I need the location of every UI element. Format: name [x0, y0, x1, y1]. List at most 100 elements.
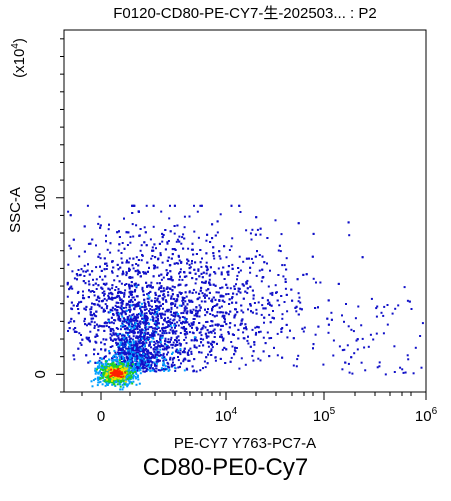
event-dot	[239, 323, 242, 326]
event-dot	[140, 339, 142, 342]
event-dot	[256, 325, 259, 328]
event-dot	[198, 351, 201, 354]
event-dot	[132, 327, 135, 329]
event-dot	[101, 376, 104, 379]
event-dot	[118, 375, 121, 378]
event-dot	[200, 286, 203, 289]
event-dot	[407, 358, 410, 361]
event-dot	[168, 331, 171, 334]
event-dot	[120, 252, 123, 254]
event-dot	[128, 355, 131, 358]
event-dot	[140, 310, 143, 313]
event-dot	[285, 323, 288, 326]
event-dot	[166, 361, 169, 364]
event-dot	[139, 347, 142, 350]
event-dot	[153, 363, 156, 366]
event-dot	[83, 317, 86, 320]
event-dot	[123, 369, 126, 372]
event-dot	[273, 346, 275, 349]
event-dot	[256, 228, 259, 231]
event-dot	[130, 358, 133, 361]
event-dot	[94, 335, 97, 338]
event-dot	[73, 320, 76, 323]
event-dot	[117, 343, 119, 345]
event-dot	[213, 271, 216, 273]
event-dot	[145, 350, 148, 353]
event-dot	[185, 342, 188, 345]
event-dot	[257, 357, 260, 360]
event-dot	[128, 295, 130, 298]
event-dot	[97, 372, 100, 374]
event-dot	[214, 284, 217, 287]
event-dot	[156, 321, 159, 324]
event-dot	[280, 233, 283, 236]
event-dot	[96, 323, 98, 326]
event-dot	[121, 261, 124, 264]
event-dot	[268, 313, 271, 316]
event-dot	[269, 269, 271, 272]
event-dot	[208, 281, 211, 284]
event-dot	[209, 283, 212, 286]
event-dot	[116, 359, 119, 361]
event-dot	[109, 366, 112, 369]
event-dot	[185, 319, 188, 322]
event-dot	[136, 342, 139, 345]
event-dot	[70, 301, 73, 304]
event-dot	[249, 303, 252, 306]
event-dot	[363, 346, 366, 349]
event-dot	[166, 367, 168, 370]
event-dot	[93, 327, 96, 329]
event-dot	[112, 313, 115, 316]
event-dot	[204, 326, 207, 329]
event-dot	[111, 284, 114, 287]
event-dot	[361, 337, 364, 340]
event-dot	[220, 333, 223, 336]
event-dot	[143, 336, 146, 339]
event-dot	[80, 300, 83, 303]
event-dot	[125, 274, 128, 277]
event-dot	[91, 238, 94, 241]
event-dot	[221, 299, 224, 302]
event-dot	[132, 339, 135, 342]
event-dot	[123, 366, 126, 369]
event-dot	[205, 334, 208, 337]
event-dot	[125, 319, 128, 322]
event-dot	[169, 270, 172, 273]
event-dot	[249, 285, 252, 288]
event-dot	[133, 319, 136, 322]
event-dot	[145, 281, 148, 284]
event-dot	[151, 249, 154, 252]
event-dot	[134, 359, 137, 362]
event-dot	[166, 345, 169, 347]
event-dot	[214, 359, 217, 362]
event-dot	[77, 312, 80, 315]
event-dot	[102, 379, 105, 382]
event-dot	[124, 360, 127, 363]
event-dot	[198, 296, 201, 299]
event-dot	[101, 358, 103, 361]
event-dot	[105, 324, 108, 327]
event-dot	[162, 297, 165, 300]
event-dot	[183, 347, 186, 350]
event-dot	[154, 353, 157, 356]
event-dot	[191, 242, 194, 245]
event-dot	[201, 327, 204, 330]
event-dot	[183, 307, 186, 310]
event-dot	[99, 370, 101, 373]
event-dot	[117, 353, 120, 356]
event-dot	[174, 339, 177, 341]
event-dot	[206, 233, 209, 236]
event-dot	[270, 304, 273, 307]
event-dot	[180, 326, 183, 329]
event-dot	[244, 363, 247, 366]
event-dot	[145, 244, 148, 247]
event-dot	[128, 287, 131, 290]
event-dot	[159, 338, 161, 341]
event-dot	[177, 349, 180, 352]
event-dot	[241, 318, 244, 321]
event-dot	[193, 358, 196, 361]
event-dot	[115, 355, 117, 358]
plot-title: F0120-CD80-PE-CY7-生-202503... : P2	[113, 5, 376, 22]
event-dot	[115, 301, 118, 304]
event-dot	[133, 331, 136, 334]
